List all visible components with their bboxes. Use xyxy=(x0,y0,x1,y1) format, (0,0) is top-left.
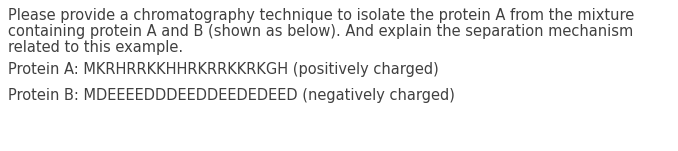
Text: Protein A: MKRHRRKKHHRKRRKKRKGH (positively charged): Protein A: MKRHRRKKHHRKRRKKRKGH (positiv… xyxy=(8,62,439,77)
Text: containing protein A and B (shown as below). And explain the separation mechanis: containing protein A and B (shown as bel… xyxy=(8,24,633,39)
Text: Protein B: MDEEEEDDDEEDDEEDEDEED (negatively charged): Protein B: MDEEEEDDDEEDDEEDEDEED (negati… xyxy=(8,88,455,103)
Text: related to this example.: related to this example. xyxy=(8,40,183,55)
Text: Please provide a chromatography technique to isolate the protein A from the mixt: Please provide a chromatography techniqu… xyxy=(8,8,634,23)
